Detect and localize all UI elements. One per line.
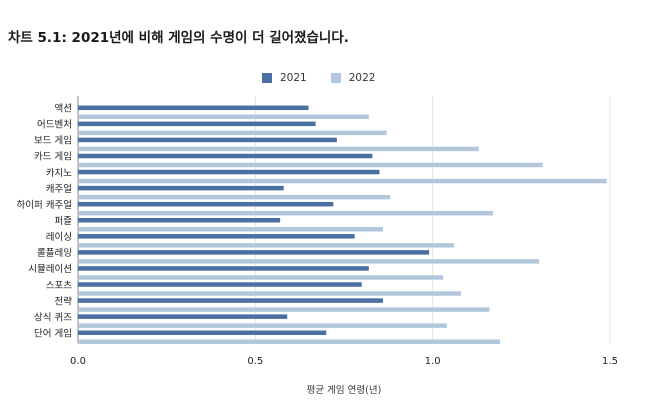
bar-2022 bbox=[78, 194, 391, 200]
category-label: 레이싱 bbox=[46, 232, 72, 243]
bar-2022 bbox=[78, 162, 543, 168]
bar-2022 bbox=[78, 243, 454, 248]
bar-2021 bbox=[78, 298, 384, 303]
category-label: 스포츠 bbox=[46, 280, 72, 291]
bar-2022 bbox=[78, 339, 501, 344]
category-label: 캐주얼 bbox=[46, 184, 72, 195]
category-label: 퍼즐 bbox=[55, 216, 73, 227]
chart-legend: 2021 2022 bbox=[262, 72, 399, 84]
category-label: 롤플레잉 bbox=[37, 247, 72, 259]
x-axis-title: 평균 게임 연령(년) bbox=[307, 384, 382, 396]
chart-title: 차트 5.1: 2021년에 비해 게임의 수명이 더 길어졌습니다. bbox=[8, 30, 349, 46]
bar-2021 bbox=[78, 137, 337, 143]
bar-2022 bbox=[78, 291, 462, 296]
bar-2022 bbox=[78, 259, 540, 264]
legend-label-2021: 2021 bbox=[280, 72, 307, 84]
x-tick-label: 1.0 bbox=[425, 356, 441, 367]
category-label: 전략 bbox=[55, 295, 73, 307]
bar-2021 bbox=[78, 234, 355, 239]
bar-2021 bbox=[78, 153, 373, 159]
category-label: 카드 게임 bbox=[34, 151, 72, 163]
category-label: 상식 퀴즈 bbox=[34, 312, 72, 323]
x-tick-label: 1.5 bbox=[602, 356, 618, 367]
category-label: 시뮬레이션 bbox=[28, 264, 72, 275]
category-label: 어드벤처 bbox=[37, 119, 72, 131]
legend-swatch-2022 bbox=[330, 73, 341, 83]
bar-2021 bbox=[78, 330, 327, 335]
bar-2022 bbox=[78, 227, 384, 232]
legend-item-2022: 2022 bbox=[330, 72, 376, 84]
bar-2022 bbox=[78, 275, 444, 280]
bar-2021 bbox=[78, 314, 288, 319]
bar-2021 bbox=[78, 121, 316, 127]
bar-2021 bbox=[78, 266, 369, 271]
bar-2021 bbox=[78, 218, 281, 223]
bar-2021 bbox=[78, 282, 362, 287]
category-label: 단어 게임 bbox=[34, 327, 72, 339]
bar-2022 bbox=[78, 307, 490, 312]
bar-2021 bbox=[78, 105, 309, 111]
category-label: 하이퍼 캐주얼 bbox=[17, 199, 72, 211]
bar-2022 bbox=[78, 178, 607, 184]
bar-2022 bbox=[78, 146, 479, 152]
bar-2022 bbox=[78, 130, 387, 136]
bar-2022 bbox=[78, 323, 447, 328]
bar-2021 bbox=[78, 250, 430, 255]
legend-label-2022: 2022 bbox=[348, 72, 376, 84]
category-label: 보드 게임 bbox=[34, 135, 72, 147]
bar-2022 bbox=[78, 114, 369, 120]
bar-2021 bbox=[78, 201, 334, 207]
bar-2022 bbox=[78, 210, 493, 216]
x-tick-label: 0.0 bbox=[70, 356, 86, 367]
legend-swatch-2021 bbox=[262, 73, 272, 83]
category-label: 카지노 bbox=[46, 168, 72, 179]
category-label: 액션 bbox=[55, 103, 72, 115]
x-tick-label: 0.5 bbox=[247, 356, 263, 367]
legend-item-2021: 2021 bbox=[262, 72, 307, 84]
bar-2021 bbox=[78, 185, 284, 191]
bar-2021 bbox=[78, 169, 380, 175]
